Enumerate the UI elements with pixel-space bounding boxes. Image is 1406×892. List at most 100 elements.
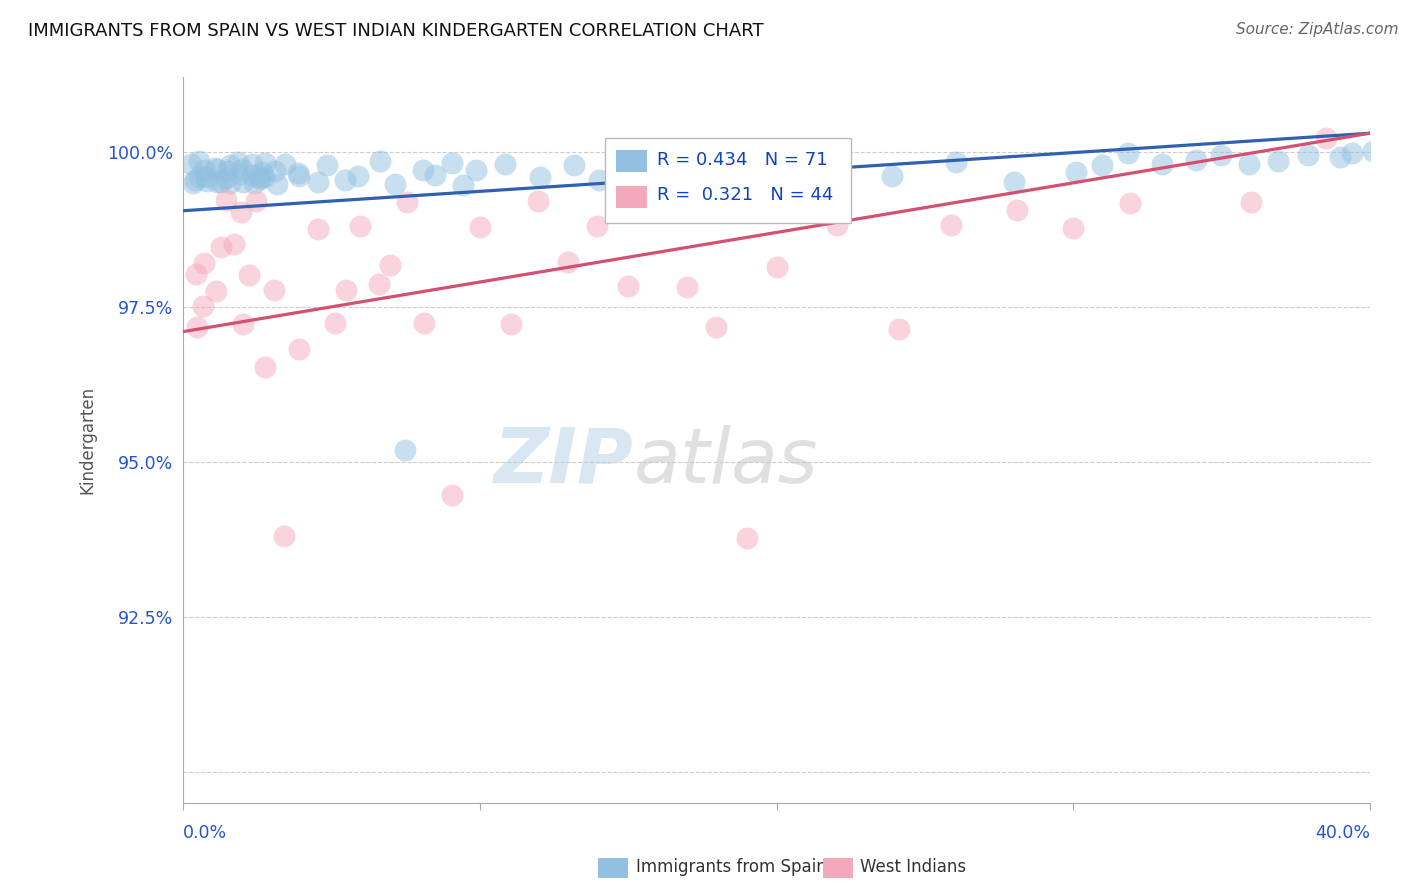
Point (224, 236, 246, 251)
Point (824, 156, 846, 170)
Point (193, 162, 215, 177)
Point (242, 169, 264, 183)
Point (735, 531, 758, 545)
Point (529, 170, 551, 185)
Point (1296, 148, 1319, 162)
Point (737, 176, 759, 190)
Point (215, 171, 238, 186)
Point (249, 171, 271, 186)
Point (215, 194, 238, 208)
Point (347, 169, 370, 184)
Point (440, 156, 463, 170)
Point (204, 161, 226, 175)
Point (1005, 203, 1028, 218)
Point (217, 163, 239, 178)
Point (263, 283, 285, 297)
Text: 40.0%: 40.0% (1315, 824, 1369, 842)
Point (181, 177, 204, 191)
Y-axis label: Kindergarten: Kindergarten (79, 386, 96, 494)
Point (274, 156, 297, 170)
Point (207, 175, 229, 189)
Point (242, 176, 264, 190)
Point (453, 178, 475, 193)
Point (209, 240, 232, 254)
Point (526, 194, 548, 208)
Point (562, 158, 585, 172)
Point (557, 255, 579, 269)
Point (263, 164, 285, 178)
Point (1064, 164, 1087, 178)
Point (887, 322, 910, 336)
Point (1240, 195, 1263, 210)
Point (645, 193, 668, 207)
Point (1237, 157, 1260, 171)
Point (308, 222, 330, 236)
Text: Immigrants from Spain: Immigrants from Spain (636, 858, 827, 876)
Point (765, 161, 787, 176)
Point (273, 529, 295, 543)
Point (188, 154, 211, 169)
Point (1091, 158, 1114, 172)
Point (323, 316, 346, 330)
Text: R = 0.434   N = 71: R = 0.434 N = 71 (657, 151, 827, 169)
Point (464, 163, 486, 178)
Point (209, 175, 232, 189)
Point (1150, 157, 1173, 171)
Point (266, 178, 288, 192)
Point (207, 161, 229, 176)
Point (245, 194, 267, 209)
Text: R =  0.321   N = 44: R = 0.321 N = 44 (657, 186, 832, 204)
Point (287, 166, 309, 180)
Text: 0.0%: 0.0% (183, 824, 228, 842)
Point (194, 169, 217, 184)
Text: atlas: atlas (634, 425, 818, 499)
Point (186, 267, 208, 281)
Point (586, 219, 609, 233)
Point (191, 300, 214, 314)
Point (253, 359, 276, 374)
Text: Source: ZipAtlas.com: Source: ZipAtlas.com (1236, 22, 1399, 37)
Point (651, 159, 673, 173)
Point (238, 268, 260, 282)
Point (1185, 153, 1208, 167)
Point (1062, 221, 1084, 235)
Point (315, 158, 337, 172)
Point (704, 319, 727, 334)
Point (423, 168, 446, 182)
Point (226, 154, 249, 169)
Point (1362, 144, 1385, 158)
Point (939, 218, 962, 232)
Point (250, 164, 273, 178)
Point (1209, 148, 1232, 162)
Point (184, 173, 207, 187)
Point (378, 258, 401, 272)
Point (335, 283, 357, 297)
Point (825, 218, 848, 232)
Point (616, 164, 638, 178)
Point (413, 316, 436, 330)
Point (1315, 131, 1337, 145)
Point (384, 177, 406, 191)
Point (349, 219, 371, 234)
Point (706, 157, 728, 171)
Point (240, 157, 263, 171)
Point (468, 220, 491, 235)
Point (396, 195, 419, 210)
Point (307, 175, 329, 189)
Point (501, 318, 523, 332)
Point (880, 169, 903, 183)
Point (588, 172, 610, 186)
Point (193, 256, 215, 270)
Point (368, 154, 391, 169)
Point (1341, 146, 1364, 161)
Point (440, 488, 463, 502)
Point (231, 162, 253, 177)
Point (249, 169, 271, 184)
Point (254, 155, 277, 169)
Point (229, 204, 252, 219)
Point (1002, 175, 1025, 189)
Text: ZIP: ZIP (495, 425, 634, 499)
Point (219, 158, 242, 172)
Point (333, 173, 356, 187)
Point (186, 320, 208, 334)
